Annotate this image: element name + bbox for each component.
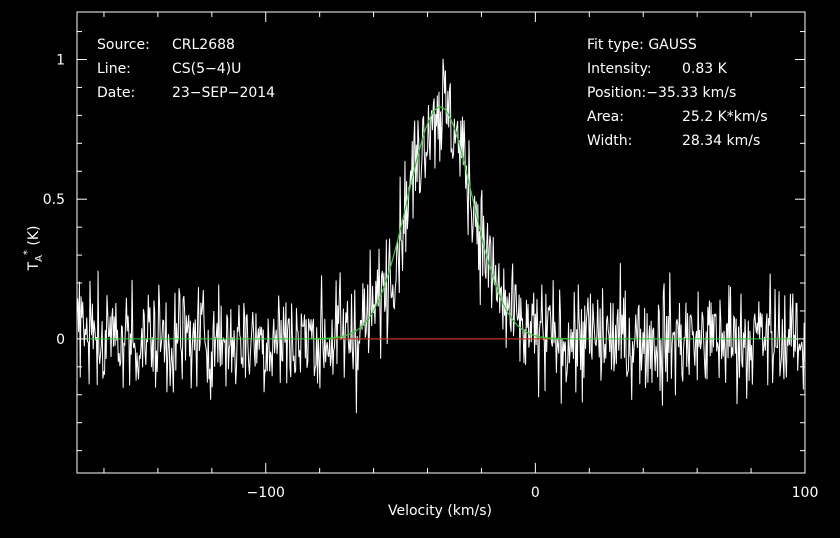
gaussian-fit-curve <box>310 106 570 340</box>
plot-frame <box>76 11 806 474</box>
info-panel: Source: CRL2688 Line: CS(5−4)U Date: 23−… <box>97 33 275 105</box>
position-row: Position: −35.33 km/s <box>587 81 768 105</box>
x-tick-label: 100 <box>792 485 819 501</box>
area-row: Area: 25.2 K*km/s <box>587 105 768 129</box>
line-row: Line: CS(5−4)U <box>97 57 275 81</box>
source-label: Source: <box>97 37 150 53</box>
intensity-row: Intensity: 0.83 K <box>587 57 768 81</box>
x-axis-label: Velocity (km/s) <box>388 503 492 519</box>
y-axis-label: TA* (K) <box>22 226 45 272</box>
fit-type-row: Fit type: GAUSS <box>587 33 768 57</box>
area-value: 25.2 K*km/s <box>682 109 768 125</box>
intensity-label: Intensity: <box>587 61 652 77</box>
width-row: Width: 28.34 km/s <box>587 129 768 153</box>
y-tick-label: 0.5 <box>43 192 65 208</box>
date-row: Date: 23−SEP−2014 <box>97 81 275 105</box>
line-value: CS(5−4)U <box>172 61 242 77</box>
width-label: Width: <box>587 133 633 149</box>
x-tick-label: 0 <box>531 485 540 501</box>
fit-panel: Fit type: GAUSS Intensity: 0.83 K Positi… <box>587 33 768 153</box>
date-value: 23−SEP−2014 <box>172 85 276 101</box>
fit-type-value: GAUSS <box>648 37 697 53</box>
date-label: Date: <box>97 85 136 101</box>
source-value: CRL2688 <box>172 37 235 53</box>
x-tick-label: −100 <box>247 485 285 501</box>
svg-text:TA* (K): TA* (K) <box>22 226 45 272</box>
intensity-value: 0.83 K <box>682 61 727 77</box>
position-value: −35.33 km/s <box>646 85 737 101</box>
position-label: Position: <box>587 85 647 101</box>
width-value: 28.34 km/s <box>682 133 761 149</box>
y-tick-label: 0 <box>56 332 65 348</box>
y-tick-label: 1 <box>56 52 65 68</box>
spectrum-trace <box>76 58 806 414</box>
line-label: Line: <box>97 61 131 77</box>
area-label: Area: <box>587 109 624 125</box>
fit-type-label: Fit type: <box>587 37 644 53</box>
source-row: Source: CRL2688 <box>97 33 275 57</box>
